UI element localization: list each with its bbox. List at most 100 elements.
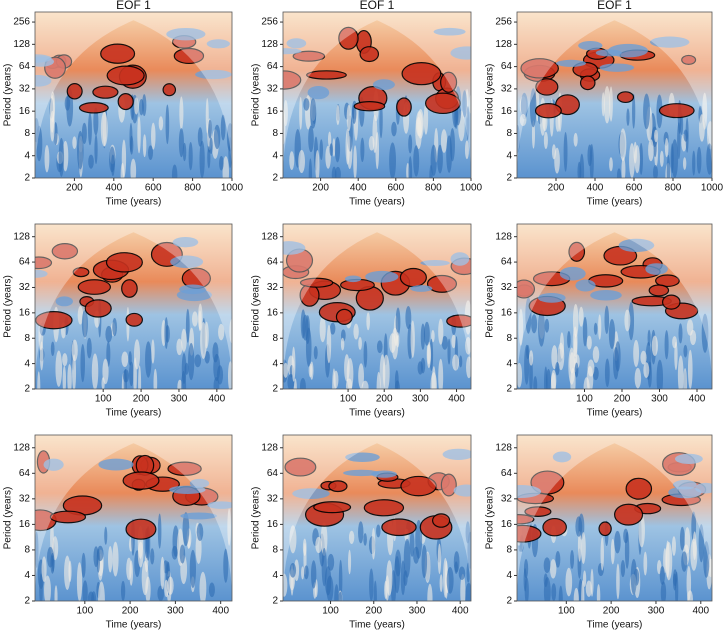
x-tick-label: 200 [376, 394, 393, 405]
noise-streak [572, 303, 579, 338]
noise-streak [309, 97, 317, 129]
x-tick-label: 400 [212, 606, 229, 617]
power-blob [84, 299, 112, 318]
blue-patch [35, 269, 48, 278]
blue-patch [645, 263, 668, 275]
noise-streak [88, 154, 94, 169]
power-blob [598, 521, 612, 537]
noise-streak [586, 335, 592, 350]
noise-streak [353, 145, 357, 178]
x-tick-label: 400 [689, 394, 706, 405]
noise-streak [327, 131, 332, 148]
y-tick-label: 16 [501, 519, 513, 530]
x-tick-label: 800 [184, 183, 201, 194]
y-tick-label: 16 [267, 106, 279, 117]
noise-streak [643, 93, 650, 130]
noise-streak [177, 379, 183, 389]
power-blob [520, 58, 559, 79]
noise-streak [179, 96, 184, 130]
noise-streak [46, 546, 54, 568]
noise-streak [185, 308, 190, 343]
noise-streak [157, 513, 162, 549]
power-blob [517, 524, 542, 543]
x-tick-label: 100 [95, 394, 112, 405]
blue-patch [575, 279, 596, 292]
cone-of-influence [35, 12, 232, 178]
power-blob [517, 279, 536, 299]
y-axis-label: Period (years) [3, 487, 14, 550]
noise-streak [189, 549, 197, 589]
y-tick-label: 8 [506, 128, 512, 139]
noise-streak [466, 562, 470, 583]
noise-streak [408, 134, 413, 154]
x-axis-label: Time (years) [587, 408, 643, 419]
noise-streak [111, 154, 115, 177]
power-blob [162, 83, 177, 97]
blue-patch [35, 56, 55, 67]
noise-streak [440, 129, 448, 153]
y-tick-label: 256 [13, 17, 30, 28]
noise-streak [294, 559, 300, 582]
y-tick-label: 64 [19, 61, 31, 72]
noise-streak [601, 92, 605, 117]
noise-streak [204, 350, 210, 364]
noise-streak [706, 143, 712, 175]
power-blob [381, 518, 417, 537]
noise-streak [462, 90, 467, 118]
y-tick-label: 128 [13, 231, 30, 242]
noise-streak [121, 351, 129, 368]
cone-of-influence [283, 435, 471, 601]
power-blob [35, 311, 73, 330]
y-tick-label: 32 [267, 493, 279, 504]
spectrum [283, 224, 471, 389]
noise-streak [573, 587, 579, 601]
x-tick-label: 300 [651, 394, 668, 405]
blue-patch [599, 63, 635, 72]
x-tick-label: 400 [105, 183, 122, 194]
y-axis-label: Period (years) [485, 64, 496, 127]
noise-streak [420, 323, 426, 350]
noise-streak [423, 103, 429, 135]
noise-streak [58, 137, 65, 177]
noise-streak [563, 132, 568, 172]
blue-patch [166, 27, 206, 41]
blue-patch [453, 484, 471, 497]
spectrum [35, 12, 232, 178]
noise-streak [88, 112, 92, 146]
noise-streak [137, 541, 144, 568]
noise-streak [304, 565, 309, 580]
noise-streak [417, 361, 424, 375]
y-tick-label: 16 [267, 519, 279, 530]
noise-streak [289, 562, 297, 578]
chart-title: EOF 1 [116, 0, 151, 12]
plot-frame [34, 434, 233, 602]
blue-patch [286, 38, 307, 49]
noise-streak [313, 345, 318, 360]
noise-streak [334, 136, 341, 163]
noise-streak [686, 319, 694, 336]
blue-patch [179, 284, 207, 295]
noise-streak [299, 377, 306, 389]
noise-streak [670, 143, 674, 174]
noise-streak [160, 556, 165, 590]
y-tick-label: 16 [19, 106, 31, 117]
noise-streak [137, 116, 141, 154]
noise-streak [164, 579, 169, 598]
noise-streak [289, 525, 297, 554]
y-axis-label: Period (years) [3, 64, 14, 127]
y-tick-label: 128 [261, 39, 278, 50]
noise-streak [165, 104, 170, 145]
cone-of-influence [517, 435, 712, 601]
y-tick-label: 8 [506, 545, 512, 556]
blue-patch [365, 270, 399, 283]
noise-streak [558, 585, 563, 601]
y-tick-label: 128 [13, 442, 30, 453]
noise-streak [158, 116, 164, 131]
noise-streak [302, 538, 307, 556]
blue-patch [537, 293, 566, 303]
noise-streak [199, 571, 207, 601]
noise-streak [609, 86, 613, 122]
noise-streak [348, 530, 355, 544]
power-blob [122, 471, 160, 490]
plot-frame [516, 223, 713, 390]
